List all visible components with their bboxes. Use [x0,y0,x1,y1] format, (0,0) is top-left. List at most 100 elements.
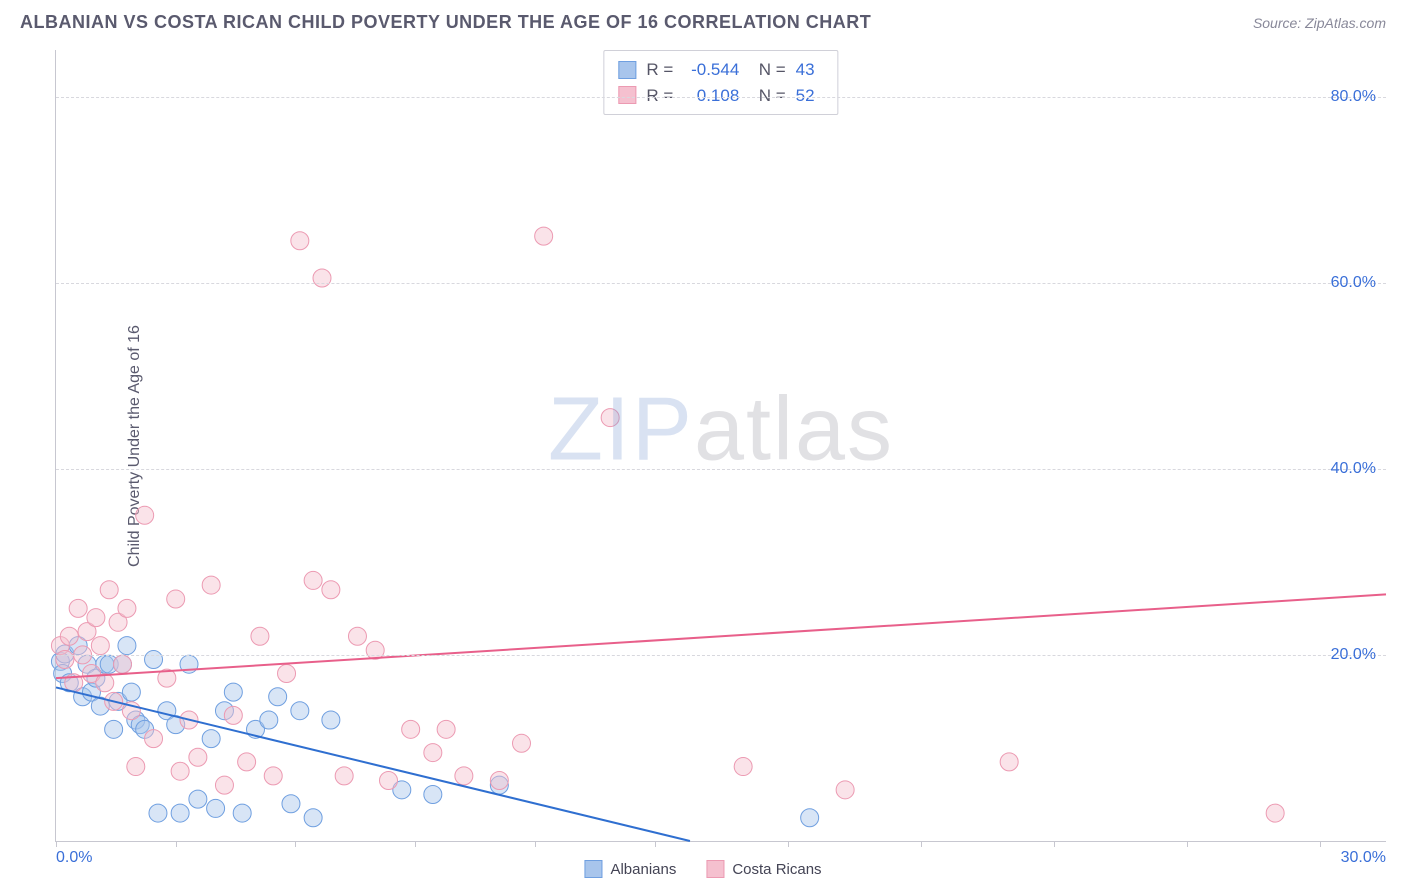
data-point [513,734,531,752]
x-tick [1187,841,1188,847]
source-label: Source: ZipAtlas.com [1253,15,1386,31]
y-tick-label: 80.0% [1331,88,1376,106]
data-point [291,232,309,250]
x-tick [176,841,177,847]
legend: Albanians Costa Ricans [584,860,821,878]
data-point [207,799,225,817]
data-point [535,227,553,245]
data-point [136,506,154,524]
data-point [490,772,508,790]
stats-n-label: N = [749,57,785,83]
data-point [278,664,296,682]
y-tick-label: 40.0% [1331,460,1376,478]
data-point [224,683,242,701]
data-point [322,711,340,729]
legend-swatch-icon [706,860,724,878]
data-point [149,804,167,822]
data-point [380,772,398,790]
legend-swatch-icon [618,61,636,79]
stats-n-label: N = [749,83,785,109]
data-point [105,720,123,738]
data-point [424,744,442,762]
data-point [455,767,473,785]
data-point [114,655,132,673]
data-point [69,599,87,617]
data-point [224,706,242,724]
data-point [348,627,366,645]
data-point [189,748,207,766]
data-point [322,581,340,599]
correlation-stats-box: R = -0.544 N = 43R = 0.108 N = 52 [603,50,838,115]
data-point [335,767,353,785]
chart-plot-area: ZIPatlas R = -0.544 N = 43R = 0.108 N = … [55,50,1386,842]
data-point [264,767,282,785]
legend-label: Costa Ricans [732,861,821,878]
data-point [601,409,619,427]
stats-n-value: 52 [796,83,824,109]
stats-r-value: 0.108 [683,83,739,109]
data-point [251,627,269,645]
stats-row: R = 0.108 N = 52 [618,83,823,109]
chart-title: ALBANIAN VS COSTA RICAN CHILD POVERTY UN… [20,12,871,33]
x-tick [788,841,789,847]
gridline [56,655,1386,656]
stats-n-value: 43 [796,57,824,83]
x-tick [535,841,536,847]
data-point [167,590,185,608]
data-point [60,627,78,645]
data-point [171,762,189,780]
data-point [189,790,207,808]
data-point [801,809,819,827]
x-tick [295,841,296,847]
x-tick [56,841,57,847]
data-point [424,785,442,803]
legend-item: Albanians [584,860,676,878]
data-point [304,809,322,827]
data-point [145,651,163,669]
data-point [437,720,455,738]
data-point [127,758,145,776]
x-tick [1320,841,1321,847]
data-point [282,795,300,813]
x-tick-label: 0.0% [56,849,92,867]
data-point [366,641,384,659]
legend-swatch-icon [618,86,636,104]
gridline [56,97,1386,98]
x-tick-label: 30.0% [1341,849,1386,867]
data-point [87,609,105,627]
data-point [96,674,114,692]
gridline [56,283,1386,284]
data-point [836,781,854,799]
x-tick [415,841,416,847]
stats-r-label: R = [646,57,673,83]
data-point [1266,804,1284,822]
data-point [100,581,118,599]
data-point [171,804,189,822]
legend-label: Albanians [610,861,676,878]
data-point [56,651,74,669]
data-point [215,776,233,794]
data-point [91,637,109,655]
x-tick [921,841,922,847]
data-point [122,683,140,701]
y-tick-label: 60.0% [1331,274,1376,292]
x-tick [1054,841,1055,847]
data-point [238,753,256,771]
y-tick-label: 20.0% [1331,646,1376,664]
data-point [118,599,136,617]
stats-r-value: -0.544 [683,57,739,83]
data-point [269,688,287,706]
data-point [291,702,309,720]
x-tick [655,841,656,847]
data-point [118,637,136,655]
data-point [304,571,322,589]
data-point [313,269,331,287]
legend-swatch-icon [584,860,602,878]
data-point [402,720,420,738]
stats-row: R = -0.544 N = 43 [618,57,823,83]
data-point [233,804,251,822]
header: ALBANIAN VS COSTA RICAN CHILD POVERTY UN… [0,0,1406,41]
stats-r-label: R = [646,83,673,109]
gridline [56,469,1386,470]
data-point [202,730,220,748]
